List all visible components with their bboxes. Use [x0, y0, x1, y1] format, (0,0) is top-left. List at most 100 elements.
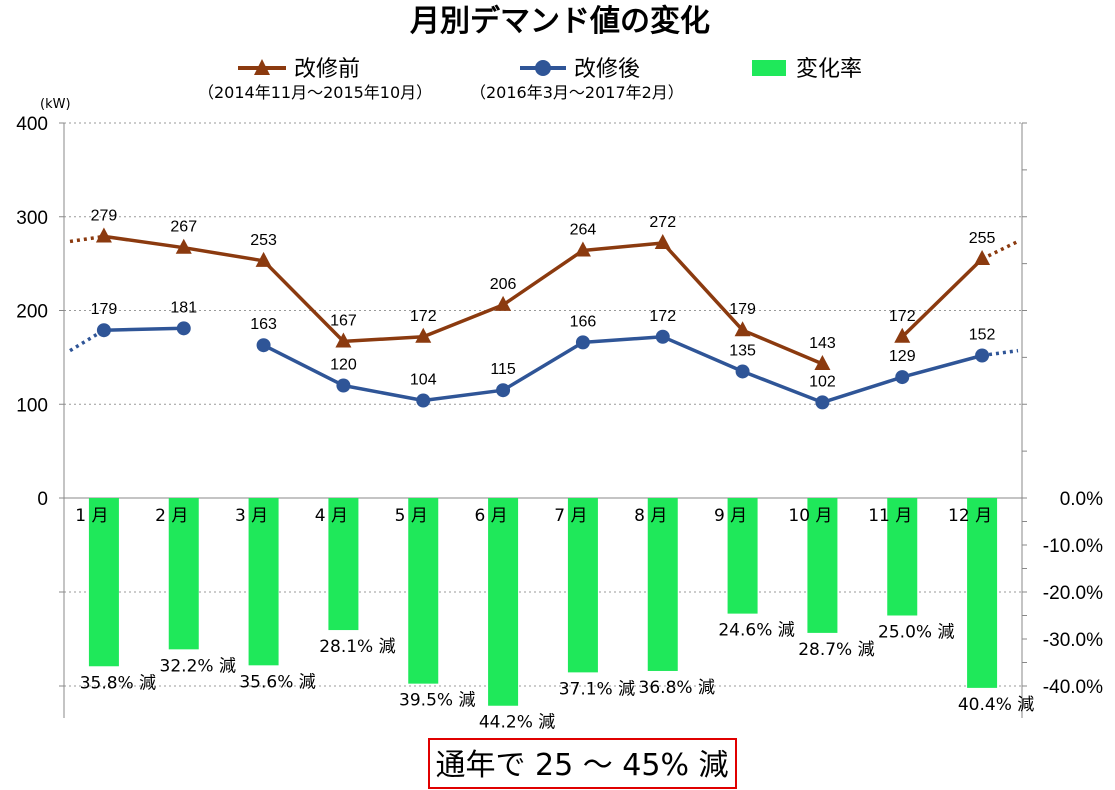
bar-label: 35.6% 減 [239, 672, 315, 692]
data-point [815, 395, 830, 410]
x-tick-label: 12 月 [948, 506, 992, 526]
data-point [895, 370, 910, 385]
data-point [256, 338, 271, 353]
data-label: 143 [809, 335, 836, 352]
data-label: 267 [170, 219, 197, 236]
legend: 改修前 （2014年11月～2015年10月） 改修後 （2016年3月～201… [198, 57, 862, 102]
bar-change-rate [647, 498, 678, 671]
data-point [974, 249, 991, 265]
series-line-before [901, 257, 984, 339]
bar-label: 35.8% 減 [80, 673, 156, 693]
data-point [654, 234, 671, 249]
legend-label-before: 改修前 [294, 57, 360, 82]
bar-label: 44.2% 減 [479, 713, 555, 733]
legend-circle-marker [535, 60, 551, 76]
data-point [734, 321, 751, 337]
series-line-after [262, 335, 983, 405]
bar-change-rate [168, 498, 199, 650]
data-label: 163 [250, 316, 277, 333]
y-tick-label-left: 400 [16, 114, 48, 135]
summary-border [428, 738, 737, 789]
bar-change-rate [567, 498, 598, 673]
data-label: 166 [570, 313, 597, 330]
data-point [655, 329, 670, 344]
data-point [814, 354, 831, 370]
data-label: 272 [649, 214, 676, 231]
x-tick-label: 1 月 [75, 506, 108, 526]
y-tick-label-right: -30.0% [1043, 630, 1103, 651]
legend-label-rate: 変化率 [796, 57, 862, 82]
x-tick-label: 5 月 [395, 506, 428, 526]
bar-change-rate [248, 498, 279, 666]
legend-item-after: 改修後 （2016年3月～2017年2月） [470, 57, 684, 102]
data-label: 179 [729, 301, 756, 318]
y-tick-label-left: 100 [16, 395, 48, 416]
data-label: 172 [889, 308, 916, 325]
x-tick-label: 2 月 [155, 506, 188, 526]
bar-label: 37.1% 減 [559, 679, 635, 699]
bar-label: 40.4% 減 [958, 695, 1034, 715]
data-label: 172 [649, 308, 676, 325]
data-label: 120 [330, 357, 357, 374]
chart-title: 月別デマンド値の変化 [410, 4, 710, 39]
data-label: 181 [170, 299, 197, 316]
data-point [176, 321, 191, 336]
data-label: 129 [889, 348, 916, 365]
legend-period-before: （2014年11月～2015年10月） [198, 83, 432, 102]
bar-label: 28.1% 減 [319, 637, 395, 657]
bar-label: 32.2% 減 [160, 656, 236, 676]
y-tick-label-right: -40.0% [1043, 677, 1103, 698]
data-point [735, 364, 750, 379]
data-point [894, 327, 911, 343]
data-point [575, 335, 590, 350]
data-label: 102 [809, 373, 836, 390]
y-tick-label-right: 0.0% [1060, 489, 1103, 510]
series-line-before [103, 234, 824, 366]
bar-label: 39.5% 減 [399, 691, 475, 711]
series-continuation [69, 234, 105, 244]
data-label: 264 [570, 222, 597, 239]
data-point [255, 251, 272, 267]
data-label: 115 [490, 361, 516, 378]
legend-triangle-marker [254, 59, 270, 75]
data-label: 104 [410, 372, 437, 389]
bar-change-rate [88, 498, 119, 667]
data-label: 253 [250, 232, 277, 249]
y-tick-label-left: 0 [37, 489, 48, 510]
data-point [416, 393, 431, 408]
series-line-after [103, 326, 184, 332]
y-tick-label-right: -10.0% [1043, 536, 1103, 557]
summary-text: 通年で 25 ～ 45% 減 [436, 748, 729, 783]
data-label: 152 [969, 327, 996, 344]
data-label: 172 [410, 308, 437, 325]
bar-label: 24.6% 減 [718, 621, 794, 641]
bar-change-rate [807, 498, 838, 633]
x-tick-label: 4 月 [315, 506, 348, 526]
data-point [415, 327, 432, 343]
data-point [975, 348, 990, 363]
data-point [336, 378, 351, 393]
x-tick-label: 9 月 [714, 506, 747, 526]
x-tick-label: 11 月 [868, 506, 912, 526]
summary-box: 通年で 25 ～ 45% 減 [428, 738, 737, 789]
data-label: 167 [330, 312, 357, 329]
bar-change-rate [408, 498, 439, 684]
bar-change-rate [967, 498, 998, 688]
bar-label: 25.0% 減 [878, 623, 954, 643]
bar-change-rate [328, 498, 359, 631]
bar-label: 36.8% 減 [639, 678, 715, 698]
x-tick-label: 7 月 [554, 506, 587, 526]
x-tick-label: 8 月 [634, 506, 667, 526]
y-axis-unit: (kW) [40, 97, 71, 112]
data-label: 255 [969, 230, 996, 247]
data-label: 179 [91, 301, 118, 318]
x-tick-label: 3 月 [235, 506, 268, 526]
bar-change-rate [887, 498, 918, 616]
x-tick-label: 6 月 [474, 506, 507, 526]
data-point [175, 238, 192, 254]
bar-change-rate [727, 498, 758, 614]
data-point [96, 323, 111, 338]
data-point [574, 241, 591, 257]
data-point [495, 295, 512, 311]
x-tick-label: 10 月 [788, 506, 832, 526]
